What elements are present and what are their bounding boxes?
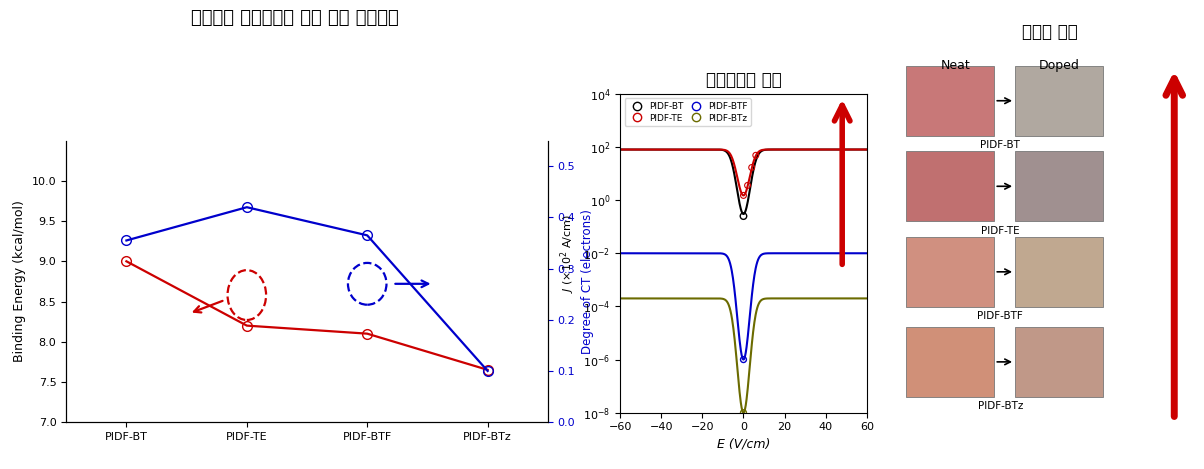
Point — [734, 212, 754, 220]
Y-axis label: $J$ ($\times$10$^{2}$ A/cm): $J$ ($\times$10$^{2}$ A/cm) — [559, 214, 578, 293]
Point — [738, 182, 757, 189]
Text: PIDF-BT: PIDF-BT — [980, 140, 1020, 150]
Bar — [905, 151, 995, 221]
Bar — [1015, 151, 1103, 221]
Text: Doped: Doped — [1039, 59, 1080, 72]
Bar — [1015, 237, 1103, 307]
Title: 전기전도도 증가: 전기전도도 증가 — [706, 71, 781, 90]
X-axis label: E (V/cm): E (V/cm) — [716, 438, 771, 451]
Legend: PIDF-BT, PIDF-TE, PIDF-BTF, PIDF-BTz: PIDF-BT, PIDF-TE, PIDF-BTF, PIDF-BTz — [625, 98, 751, 126]
Text: PIDF-BTF: PIDF-BTF — [978, 311, 1023, 321]
Bar — [1015, 66, 1103, 136]
Text: PIDF-BTz: PIDF-BTz — [978, 401, 1023, 411]
Point — [734, 356, 754, 363]
Point — [742, 164, 761, 171]
Bar — [905, 66, 995, 136]
Y-axis label: Binding Energy (kcal/mol): Binding Energy (kcal/mol) — [13, 200, 26, 363]
Text: PIDF-TE: PIDF-TE — [981, 226, 1020, 236]
Point — [746, 151, 766, 159]
Bar — [1015, 327, 1103, 397]
Bar — [905, 237, 995, 307]
Point — [734, 192, 754, 199]
Text: Neat: Neat — [942, 59, 970, 72]
Y-axis label: Degree of CT (electrons): Degree of CT (electrons) — [580, 209, 594, 354]
Text: 고전도성 공액고분자 최적 소재 구조설계: 고전도성 공액고분자 최적 소재 구조설계 — [191, 9, 399, 27]
Bar — [905, 327, 995, 397]
Text: 투과도 증가: 투과도 증가 — [1022, 23, 1079, 41]
Point — [734, 409, 754, 416]
